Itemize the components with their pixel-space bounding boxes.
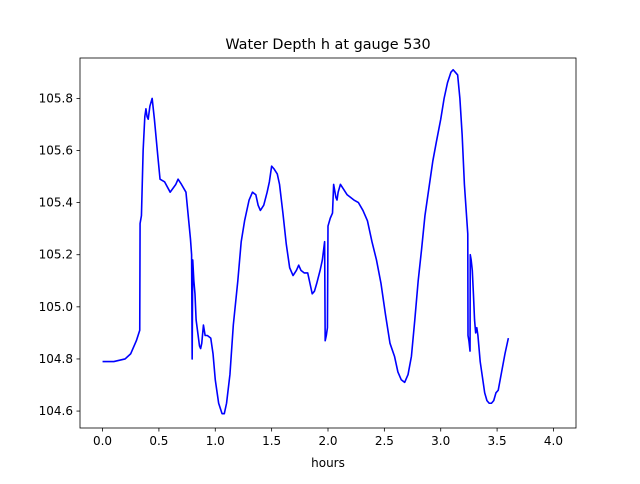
y-tick-label: 105.8 [39, 91, 73, 105]
x-tick-label: 0.5 [149, 434, 168, 448]
y-tick-label: 105.6 [39, 144, 73, 158]
y-tick-label: 105.2 [39, 248, 73, 262]
series-line-0 [102, 68, 510, 415]
y-tick-label: 104.8 [39, 352, 73, 366]
x-tick-label: 2.5 [375, 434, 394, 448]
y-tick-label: 104.6 [39, 404, 73, 418]
series-layer [102, 68, 510, 415]
x-tick-label: 0.0 [93, 434, 112, 448]
x-tick-label: 3.0 [431, 434, 450, 448]
y-axis: 104.6 104.8 105.0 105.2 105.4 105.6 105.8 [39, 91, 80, 418]
x-tick-label: 2.0 [318, 434, 337, 448]
x-tick-label: 4.0 [544, 434, 563, 448]
x-tick-label: 3.5 [488, 434, 507, 448]
chart-title: Water Depth h at gauge 530 [225, 37, 430, 53]
x-tick-label: 1.0 [206, 434, 225, 448]
x-axis-label: hours [311, 456, 345, 470]
y-tick-label: 105.0 [39, 300, 73, 314]
plot-area [79, 57, 577, 429]
x-tick-label: 1.5 [262, 434, 281, 448]
y-tick-label: 105.4 [39, 196, 73, 210]
x-axis: 0.0 0.5 1.0 1.5 2.0 2.5 3.0 3.5 4.0 [93, 428, 563, 448]
